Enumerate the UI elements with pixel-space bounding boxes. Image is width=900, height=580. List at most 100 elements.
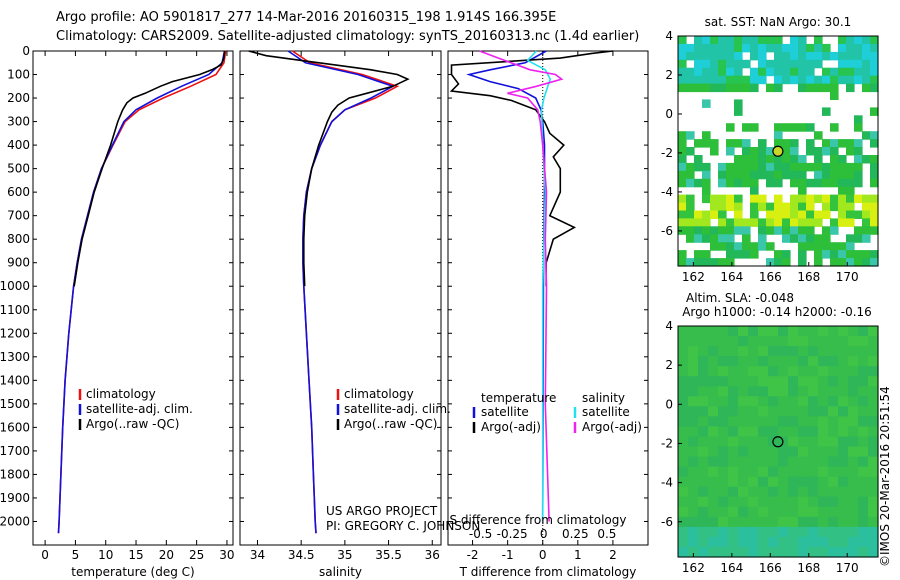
map-cell-sla: [848, 326, 859, 337]
map-cell-sla: [808, 346, 819, 357]
map-cell-sst: [814, 36, 823, 45]
map-cell-sla: [798, 426, 809, 437]
map-cell-sla: [768, 416, 779, 427]
map-cell-sst: [774, 36, 783, 45]
map-cell-sst: [798, 242, 807, 251]
map-cell-sla: [698, 516, 709, 528]
map-cell-sla: [808, 536, 819, 548]
map-cell-sst: [790, 218, 799, 227]
map-cell-sst: [862, 234, 871, 243]
map-cell-sla: [718, 446, 729, 458]
map-cell-sst: [846, 43, 855, 53]
map-frame-sla: [677, 325, 879, 558]
map-cell-sst: [798, 59, 807, 69]
map-cell-sst: [686, 67, 695, 77]
map-cell-sst: [766, 59, 775, 69]
map-cell-sla: [818, 476, 829, 488]
map-cell-sst: [798, 83, 807, 93]
map-cell-sla: [768, 426, 779, 437]
map-cell-sst: [766, 178, 775, 188]
map-cell-sst: [870, 218, 879, 227]
map-cell-sla: [768, 326, 779, 337]
map-cell-sst: [838, 242, 847, 251]
map-cell-sla: [808, 526, 819, 538]
map-cell-sla: [848, 366, 859, 377]
map-cell-sla: [708, 436, 719, 448]
map-cell-sla: [688, 426, 699, 437]
map-cell-sst: [814, 170, 823, 180]
map-cell-sst: [806, 139, 815, 148]
map-cell-sla: [858, 547, 869, 558]
map-cell-sst: [830, 67, 839, 77]
map-cell-sla: [678, 436, 689, 448]
map-cell-sla: [708, 346, 719, 357]
map-cell-sla: [698, 326, 709, 337]
map-cell-sst: [742, 139, 751, 148]
map-cell-sst: [814, 194, 823, 204]
map-cell-sst: [870, 139, 879, 148]
map-cell-sla: [738, 466, 749, 478]
x-tick-label-diff: 1: [574, 548, 582, 562]
map-cell-sla: [678, 326, 689, 337]
map-cell-sla: [738, 366, 749, 377]
map-cell-sla: [778, 496, 789, 508]
y-tick-label: 300: [7, 115, 30, 129]
map-cell-sla: [718, 506, 729, 518]
map-cell-sst: [822, 83, 831, 93]
map-cell-sst: [870, 131, 879, 140]
map-cell-sla: [858, 386, 869, 397]
map-cell-sla: [768, 446, 779, 458]
map-cell-sla: [738, 446, 749, 458]
map-cell-sst: [822, 234, 831, 243]
x-tick-label-sal: 34: [250, 548, 265, 562]
map-cell-sst: [750, 162, 759, 172]
map-cell-sla: [808, 376, 819, 387]
map-cell-sst: [694, 75, 703, 85]
map-cell-sst: [710, 226, 719, 235]
map-cell-sst: [702, 178, 711, 188]
legend-title-salinity: salinity: [582, 391, 625, 405]
map-cell-sst: [854, 43, 863, 53]
map-cell-sla: [748, 376, 759, 387]
map-cell-sla: [808, 456, 819, 468]
map-cell-sla: [818, 326, 829, 337]
map-cell-sst: [726, 147, 735, 156]
map-cell-sst: [710, 258, 719, 267]
map-cell-sst: [862, 131, 871, 140]
map-cell-sla: [778, 386, 789, 397]
map-cell-sla: [868, 346, 879, 357]
map-cell-sla: [798, 476, 809, 488]
map-cell-sla: [868, 466, 879, 478]
s-tick-label: 0: [540, 527, 548, 541]
map-cell-sla: [768, 476, 779, 488]
map-cell-sst: [718, 162, 727, 172]
map-cell-sst: [838, 75, 847, 85]
map-cell-sla: [728, 496, 739, 508]
map-cell-sla: [678, 426, 689, 437]
map-cell-sst: [846, 194, 855, 204]
map-cell-sst: [774, 59, 783, 69]
map-cell-sst: [822, 107, 831, 116]
map-cell-sla: [798, 376, 809, 387]
map-cell-sla: [678, 456, 689, 468]
map-cell-sla: [798, 436, 809, 448]
map-cell-sla: [858, 336, 869, 347]
map-cell-sst: [814, 210, 823, 219]
x-tick-label-diff: 2: [609, 548, 617, 562]
map-cell-sla: [708, 446, 719, 458]
map-cell-sst: [686, 75, 695, 85]
map-cell-sla: [718, 376, 729, 387]
map-cell-sla: [708, 496, 719, 508]
map-cell-sla: [798, 366, 809, 377]
map-cell-sla: [708, 547, 719, 558]
x-tick-label-sal: 35: [337, 548, 352, 562]
map-cell-sla: [858, 496, 869, 508]
map-cell-sst: [806, 234, 815, 243]
map-cell-sst: [742, 155, 751, 164]
map-cell-sst: [726, 36, 735, 45]
map-cell-sla: [728, 406, 739, 417]
map-cell-sst: [814, 147, 823, 156]
map-cell-sla: [718, 386, 729, 397]
y-tick-label: 200: [7, 91, 30, 105]
map-cell-sla: [838, 466, 849, 478]
